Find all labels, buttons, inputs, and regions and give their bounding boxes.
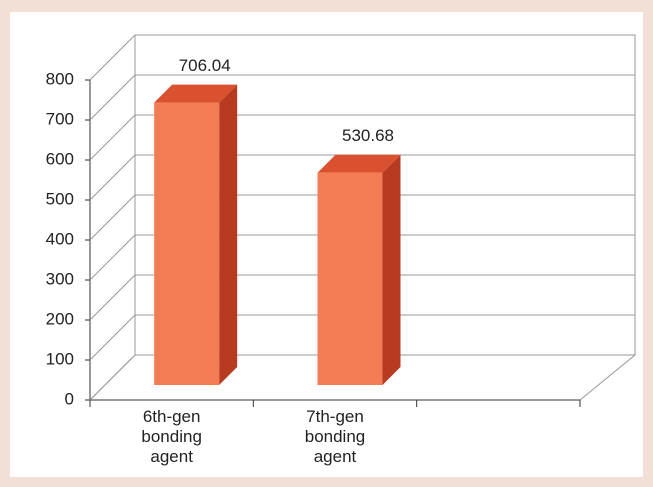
grid-line xyxy=(89,154,635,201)
grid-line xyxy=(89,274,635,321)
x-tick-label: 6th-gen bonding agent xyxy=(141,407,202,466)
bar-side xyxy=(219,84,238,386)
y-tick-label: 300 xyxy=(46,269,74,288)
grid-line xyxy=(89,74,635,121)
x-tick-label: 7th-gen bonding agent xyxy=(304,407,366,466)
y-tick-label: 400 xyxy=(46,229,74,248)
value-label: 706.04 xyxy=(179,56,231,75)
grid-line xyxy=(89,114,635,161)
bar xyxy=(154,102,220,386)
y-tick-label: 800 xyxy=(46,69,74,88)
y-tick-label: 700 xyxy=(46,109,74,128)
bar-top xyxy=(317,154,401,173)
bar-side xyxy=(382,154,401,385)
y-tick-label: 0 xyxy=(65,389,74,408)
bar xyxy=(317,172,383,385)
y-tick-label: 500 xyxy=(46,189,74,208)
value-label: 530.68 xyxy=(342,126,394,145)
grid-line xyxy=(89,234,635,281)
y-tick-label: 600 xyxy=(46,149,74,168)
grid-line xyxy=(89,314,635,361)
grid-line xyxy=(89,34,635,81)
grid-line xyxy=(89,194,635,241)
y-tick-label: 100 xyxy=(46,349,74,368)
bar-top xyxy=(154,84,238,103)
y-tick-label: 200 xyxy=(46,309,74,328)
grid-line xyxy=(89,354,635,401)
